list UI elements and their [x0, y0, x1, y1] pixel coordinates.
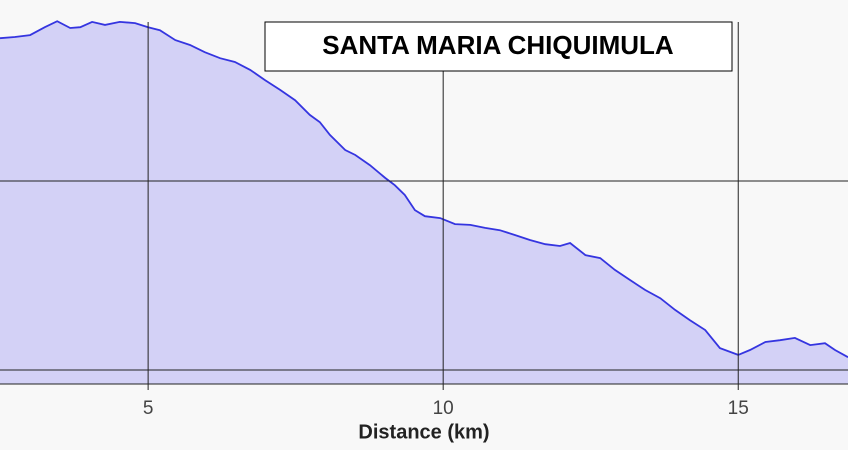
- chart-title: SANTA MARIA CHIQUIMULA: [322, 30, 674, 60]
- title-box: [264, 21, 733, 72]
- x-axis-label: Distance (km): [358, 421, 489, 443]
- x-tick-label: 5: [143, 398, 154, 419]
- elevation-line: [0, 20, 848, 358]
- area-fill: [0, 21, 848, 384]
- x-tick-label: 10: [433, 398, 454, 419]
- x-tick-label: 15: [728, 398, 749, 419]
